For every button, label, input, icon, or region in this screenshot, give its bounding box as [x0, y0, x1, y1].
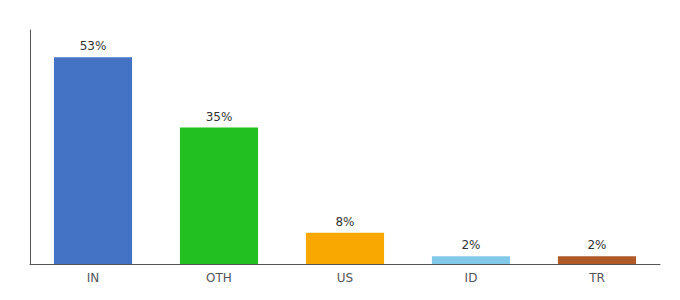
- svg-text:IN: IN: [87, 271, 100, 285]
- svg-text:OTH: OTH: [206, 271, 232, 285]
- svg-text:TR: TR: [588, 271, 605, 285]
- svg-text:US: US: [337, 271, 353, 285]
- svg-text:35%: 35%: [206, 110, 233, 124]
- svg-text:2%: 2%: [461, 238, 480, 252]
- svg-text:8%: 8%: [335, 215, 354, 229]
- svg-text:53%: 53%: [80, 39, 107, 53]
- svg-text:ID: ID: [465, 271, 478, 285]
- svg-text:2%: 2%: [587, 238, 606, 252]
